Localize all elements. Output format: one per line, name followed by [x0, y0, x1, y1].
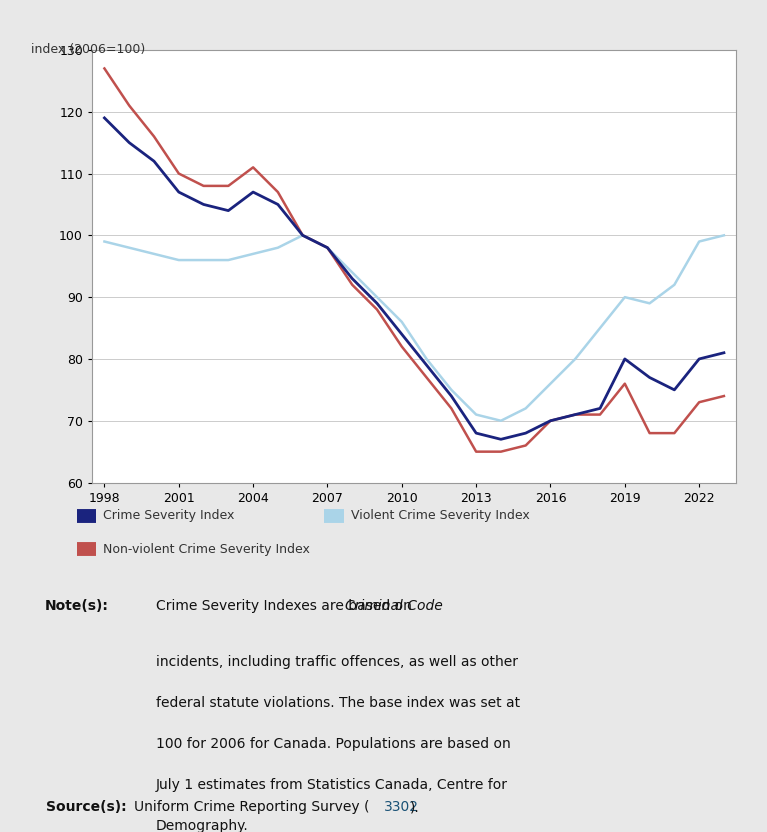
Text: Violent Crime Severity Index: Violent Crime Severity Index — [351, 509, 529, 522]
Text: Crime Severity Indexes are based on: Crime Severity Indexes are based on — [156, 599, 416, 613]
Text: Crime Severity Index: Crime Severity Index — [103, 509, 234, 522]
Text: ).: ). — [410, 800, 420, 815]
Text: Criminal Code: Criminal Code — [344, 599, 443, 613]
Text: federal statute violations. The base index was set at: federal statute violations. The base ind… — [156, 696, 519, 710]
Text: Uniform Crime Reporting Survey (: Uniform Crime Reporting Survey ( — [134, 800, 370, 815]
Text: July 1 estimates from Statistics Canada, Centre for: July 1 estimates from Statistics Canada,… — [156, 778, 508, 792]
Text: Source(s):: Source(s): — [46, 800, 127, 815]
Text: Non-violent Crime Severity Index: Non-violent Crime Severity Index — [103, 542, 310, 556]
Text: 3302: 3302 — [384, 800, 419, 815]
Text: Note(s):: Note(s): — [45, 599, 109, 613]
Text: 100 for 2006 for Canada. Populations are based on: 100 for 2006 for Canada. Populations are… — [156, 737, 510, 750]
Text: incidents, including traffic offences, as well as other: incidents, including traffic offences, a… — [156, 655, 518, 669]
Text: Demography.: Demography. — [156, 819, 249, 832]
Text: index (2006=100): index (2006=100) — [31, 43, 145, 57]
